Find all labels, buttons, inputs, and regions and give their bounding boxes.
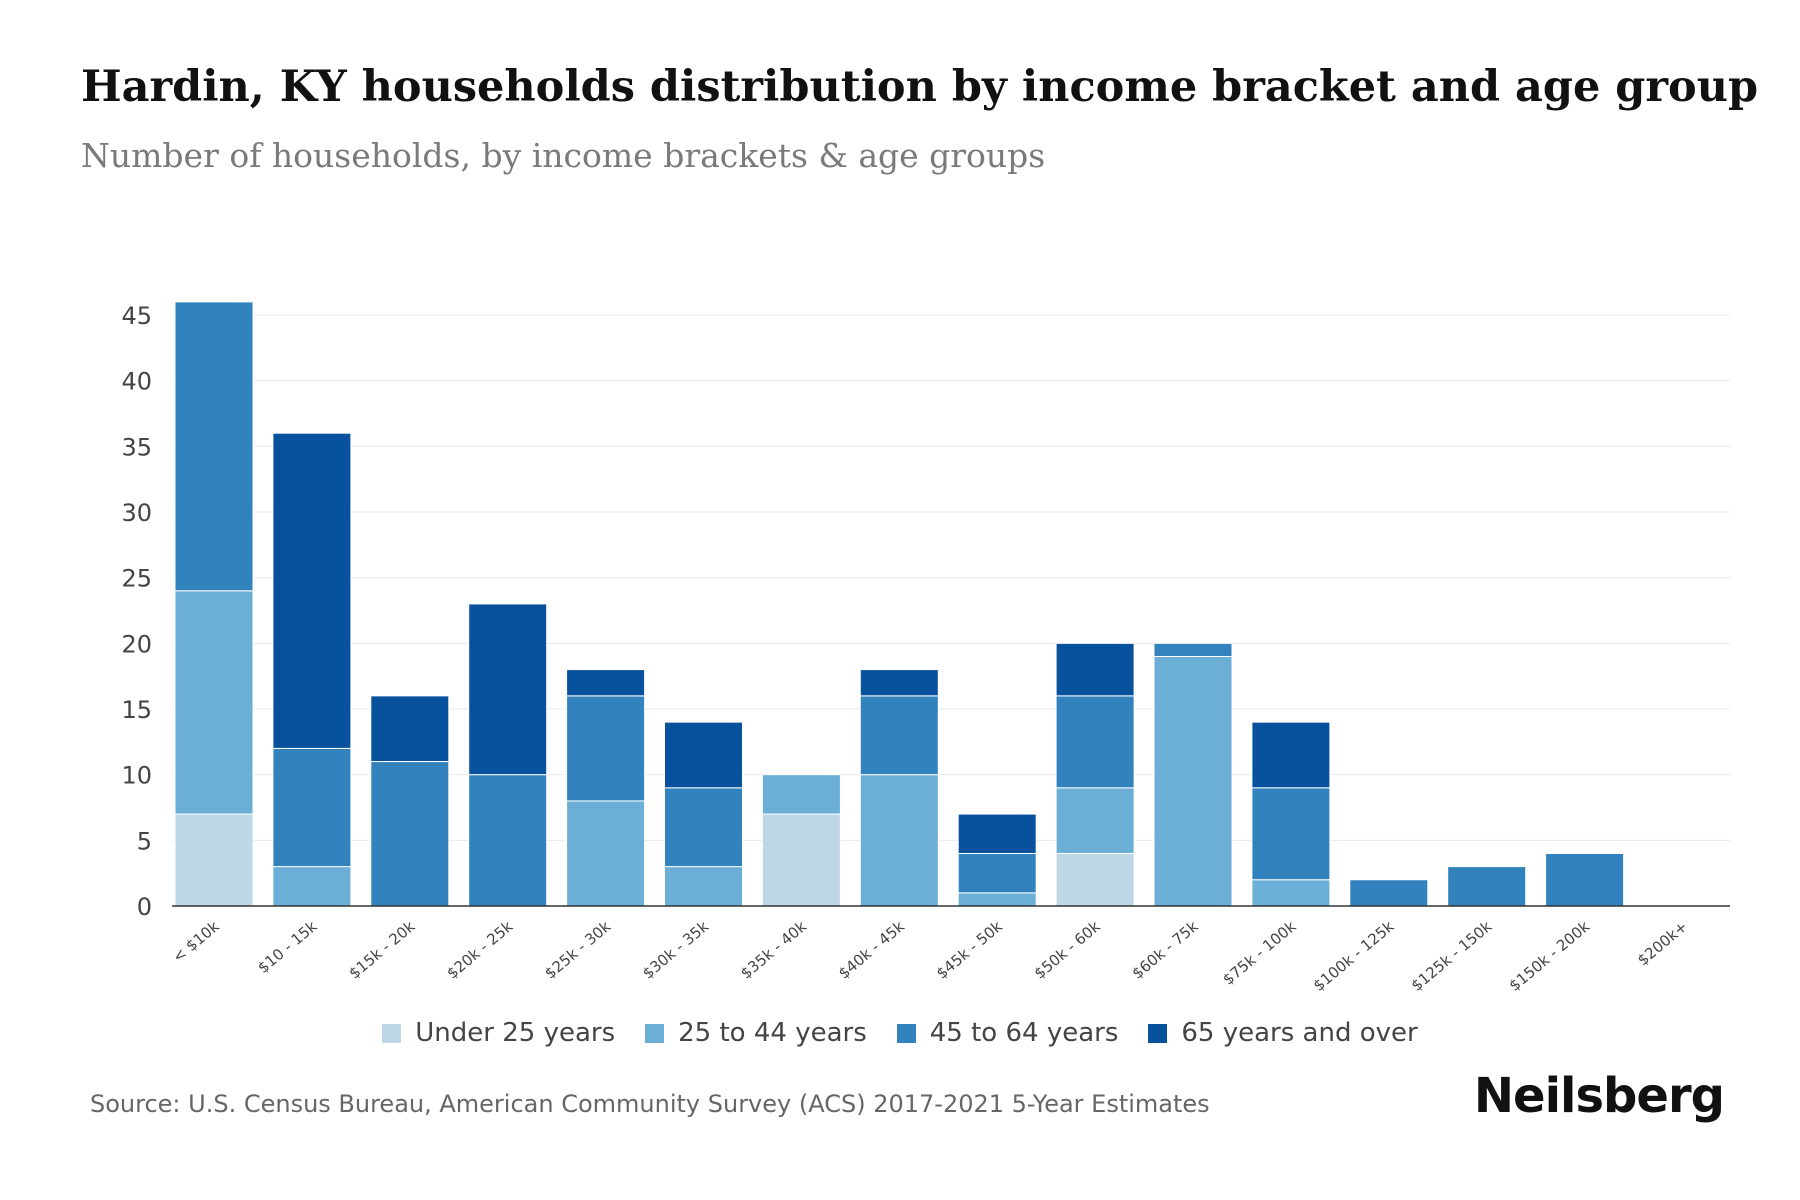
bar-segment — [957, 813, 1037, 854]
bar-segment — [664, 866, 743, 907]
x-tick-label: $125k - 150k — [1408, 917, 1496, 995]
bar-segment — [174, 301, 254, 592]
bar-segment — [468, 603, 548, 776]
x-tick-label: $25k - 30k — [541, 917, 614, 982]
x-tick-label: $75k - 100k — [1219, 917, 1299, 989]
x-tick-label: $30k - 35k — [639, 917, 712, 982]
bar-segment — [272, 747, 352, 868]
bar-segment — [761, 774, 841, 815]
legend-swatch — [1148, 1023, 1168, 1043]
bar-segment — [1055, 695, 1135, 789]
y-tick-label: 0 — [137, 893, 152, 921]
bar-segment — [761, 813, 841, 907]
legend-label: 65 years and over — [1181, 1018, 1418, 1048]
y-tick-label: 5 — [137, 827, 152, 855]
x-axis-ticks: < $10k $10 - 15k $15k - 20k $20k - 25k $25k … — [169, 917, 1691, 995]
bar-segment — [859, 695, 939, 776]
bar-segment — [859, 774, 939, 907]
bar-segment — [1349, 879, 1429, 907]
bar-segment — [370, 761, 450, 907]
bar-segment — [957, 852, 1037, 894]
bar-segment — [1153, 655, 1233, 907]
legend-item: 45 to 64 years — [896, 1018, 1119, 1048]
chart-title: Hardin, KY households distribution by in… — [81, 62, 1759, 112]
bar-segment — [957, 892, 1037, 907]
bar-segment — [468, 774, 548, 907]
y-tick-label: 40 — [121, 368, 152, 396]
legend-label: Under 25 years — [415, 1018, 616, 1048]
bar-segment — [1055, 642, 1135, 697]
x-tick-label: $35k - 40k — [737, 917, 810, 982]
bar-segment — [566, 669, 646, 697]
bar-segment — [1447, 866, 1527, 907]
y-tick-label: 25 — [121, 565, 152, 593]
source-note: Source: U.S. Census Bureau, American Com… — [90, 1090, 1210, 1118]
legend-swatch — [645, 1023, 665, 1043]
y-tick-label: 15 — [121, 696, 152, 724]
x-tick-label: $60k - 75k — [1129, 917, 1202, 982]
bar-segment — [370, 695, 450, 763]
y-tick-label: 35 — [121, 433, 152, 461]
bar-segment — [1055, 852, 1135, 907]
bar-segment — [664, 787, 743, 868]
x-tick-label: $150k - 200k — [1506, 917, 1594, 995]
legend-item: Under 25 years — [382, 1018, 615, 1048]
bar-segment — [1055, 787, 1135, 854]
brand-logo: Neilsberg — [1473, 1068, 1725, 1124]
x-tick-label: $200k+ — [1634, 917, 1691, 969]
bar-segment — [1545, 852, 1625, 907]
bar-segment — [566, 695, 646, 802]
legend-label: 45 to 64 years — [929, 1018, 1119, 1048]
legend-swatch — [896, 1023, 916, 1043]
chart-subtitle: Number of households, by income brackets… — [81, 136, 1046, 175]
y-tick-label: 30 — [121, 499, 152, 527]
x-tick-label: $10 - 15k — [254, 917, 320, 977]
x-tick-label: $20k - 25k — [443, 917, 516, 982]
bars — [174, 301, 1625, 907]
bar-segment — [174, 813, 254, 907]
legend-item: 65 years and over — [1148, 1018, 1418, 1048]
bar-segment — [1251, 879, 1331, 907]
legend-label: 25 to 44 years — [678, 1018, 867, 1048]
legend-item: 25 to 44 years — [645, 1018, 867, 1048]
bar-segment — [859, 669, 939, 697]
gridlines — [172, 314, 1730, 841]
legend: Under 25 years 25 to 44 years 45 to 64 yea… — [0, 1018, 1800, 1048]
x-tick-label: $45k - 50k — [933, 917, 1006, 982]
bar-segment — [1251, 787, 1331, 881]
x-tick-label: $40k - 45k — [835, 917, 908, 982]
y-tick-label: 10 — [121, 762, 152, 790]
x-tick-label: $50k - 60k — [1031, 917, 1104, 982]
y-axis-ticks: 0 5 10 15 20 25 30 35 40 45 — [121, 302, 152, 921]
legend-swatch — [382, 1023, 402, 1043]
bar-segment — [1153, 642, 1233, 657]
bar-segment — [272, 432, 352, 749]
bar-segment — [566, 800, 646, 907]
bar-segment — [272, 866, 352, 907]
x-tick-label: < $10k — [169, 917, 223, 966]
y-tick-label: 45 — [121, 302, 152, 330]
x-tick-label: $100k - 125k — [1310, 917, 1398, 995]
bar-segment — [664, 721, 743, 789]
bar-segment — [1251, 721, 1331, 789]
y-tick-label: 20 — [121, 630, 152, 658]
bar-segment — [174, 590, 254, 815]
x-tick-label: $15k - 20k — [345, 917, 418, 982]
